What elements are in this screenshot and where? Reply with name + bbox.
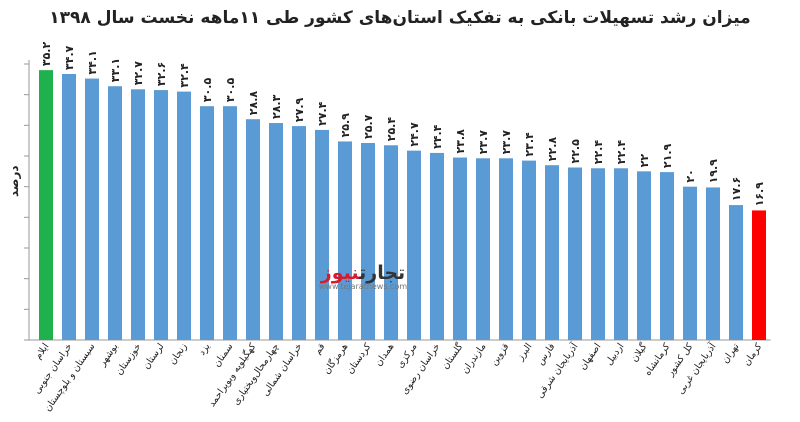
- bar: [752, 210, 766, 340]
- bar: [407, 150, 421, 340]
- bar-value-label: ۲۰: [684, 169, 697, 182]
- bar-value-label: ۲۲.۵: [569, 139, 582, 164]
- bar: [200, 106, 214, 341]
- bar: [39, 70, 53, 340]
- bar-value-label: ۱۶.۹: [753, 182, 766, 207]
- x-tick-label: ایلام: [33, 341, 52, 361]
- watermark-logo: تجارتنیوز: [318, 262, 408, 284]
- watermark-logo-part1: تجارت: [359, 262, 406, 284]
- bar: [683, 186, 697, 340]
- bar: [591, 168, 605, 340]
- bar-value-label: ۲۵.۴: [385, 117, 398, 142]
- bar: [729, 205, 743, 340]
- bar: [430, 152, 444, 340]
- bar: [522, 160, 536, 340]
- bar: [499, 158, 513, 340]
- bar: [108, 86, 122, 340]
- bar: [706, 187, 720, 340]
- bar: [614, 168, 628, 340]
- bar: [85, 78, 99, 341]
- bar-value-label: ۳۲.۴: [178, 63, 191, 88]
- bar-value-label: ۳۲.۷: [132, 61, 145, 86]
- bar: [177, 91, 191, 340]
- x-tick-label: کردستان: [345, 341, 374, 376]
- bar-value-label: ۳۴.۱: [86, 50, 99, 74]
- bar: [361, 142, 375, 340]
- x-tick-label: یزد: [196, 341, 212, 358]
- x-tick-label: قزوین: [489, 341, 512, 367]
- bar: [568, 167, 582, 340]
- x-tick-label: تهران: [720, 341, 742, 366]
- bar-value-label: ۲۸.۸: [247, 91, 260, 116]
- bar-value-label: ۲۲.۸: [546, 137, 559, 162]
- bar-value-label: ۲۲.۴: [615, 140, 628, 165]
- bar: [315, 129, 329, 340]
- bar-value-label: ۲۲: [638, 154, 651, 168]
- bar-value-label: ۲۴.۷: [408, 122, 421, 147]
- x-tick-label: زنجان: [167, 341, 190, 367]
- bar-value-label: ۲۷.۹: [293, 97, 306, 122]
- bar: [269, 123, 283, 341]
- bar-value-label: ۲۳.۷: [500, 130, 513, 155]
- bar: [637, 171, 651, 340]
- bar-value-label: ۳۰.۵: [201, 78, 214, 103]
- bar: [476, 158, 490, 340]
- bar: [660, 172, 674, 340]
- bar-value-label: ۳۵.۲: [40, 42, 53, 67]
- bar-value-label: ۲۲.۴: [592, 140, 605, 165]
- bar: [338, 141, 352, 340]
- bar-value-label: ۱۷.۶: [730, 177, 743, 201]
- bar: [131, 89, 145, 340]
- x-tick-label: فارس: [535, 341, 558, 367]
- x-tick-label: گیلان: [628, 340, 650, 364]
- x-tick-label: همدان: [373, 341, 396, 368]
- bar: [154, 90, 168, 340]
- x-tick-label: کرمان: [741, 341, 764, 368]
- bar-value-label: ۲۳.۷: [477, 130, 490, 155]
- bar-value-label: ۲۴.۴: [431, 124, 444, 149]
- bar: [384, 145, 398, 340]
- x-tick-label: اردبیل: [604, 341, 627, 367]
- bar-value-label: ۳۰.۵: [224, 78, 237, 103]
- bar-value-label: ۱۹.۹: [707, 159, 720, 184]
- watermark-url: www.tejaratnews.com: [318, 282, 408, 291]
- watermark-logo-part2: نیوز: [320, 262, 360, 284]
- bar-value-label: ۲۵.۷: [362, 114, 375, 139]
- x-tick-label: البرز: [514, 341, 534, 363]
- bar: [62, 73, 76, 340]
- x-tick-label: قم: [312, 341, 327, 356]
- bar-value-label: ۲۳.۴: [523, 132, 536, 157]
- x-tick-label: لرستان: [141, 341, 167, 371]
- bar: [223, 106, 237, 341]
- bar: [246, 119, 260, 340]
- bar-value-label: ۳۳.۱: [109, 58, 122, 82]
- bar-value-label: ۲۵.۹: [339, 113, 352, 138]
- bar-value-label: ۳۴.۷: [63, 45, 76, 70]
- x-tick-label: آذربایجان شرقی: [533, 340, 581, 400]
- bar-value-label: ۳۲.۶: [155, 62, 168, 86]
- bar: [545, 165, 559, 340]
- bar: [453, 157, 467, 340]
- bar-value-label: ۲۱.۹: [661, 143, 674, 168]
- bar-value-label: ۲۸.۳: [270, 94, 283, 119]
- bar-value-label: ۲۷.۴: [316, 101, 329, 126]
- watermark: تجارتنیوز www.tejaratnews.com: [318, 262, 408, 291]
- chart-title: میزان رشد تسهیلات بانکی به تفکیک استان‌ه…: [49, 8, 751, 28]
- x-tick-label: اصفهان: [577, 341, 603, 372]
- bar: [292, 126, 306, 340]
- bar-value-label: ۲۳.۸: [454, 129, 467, 154]
- x-tick-label: مازندران: [460, 341, 489, 375]
